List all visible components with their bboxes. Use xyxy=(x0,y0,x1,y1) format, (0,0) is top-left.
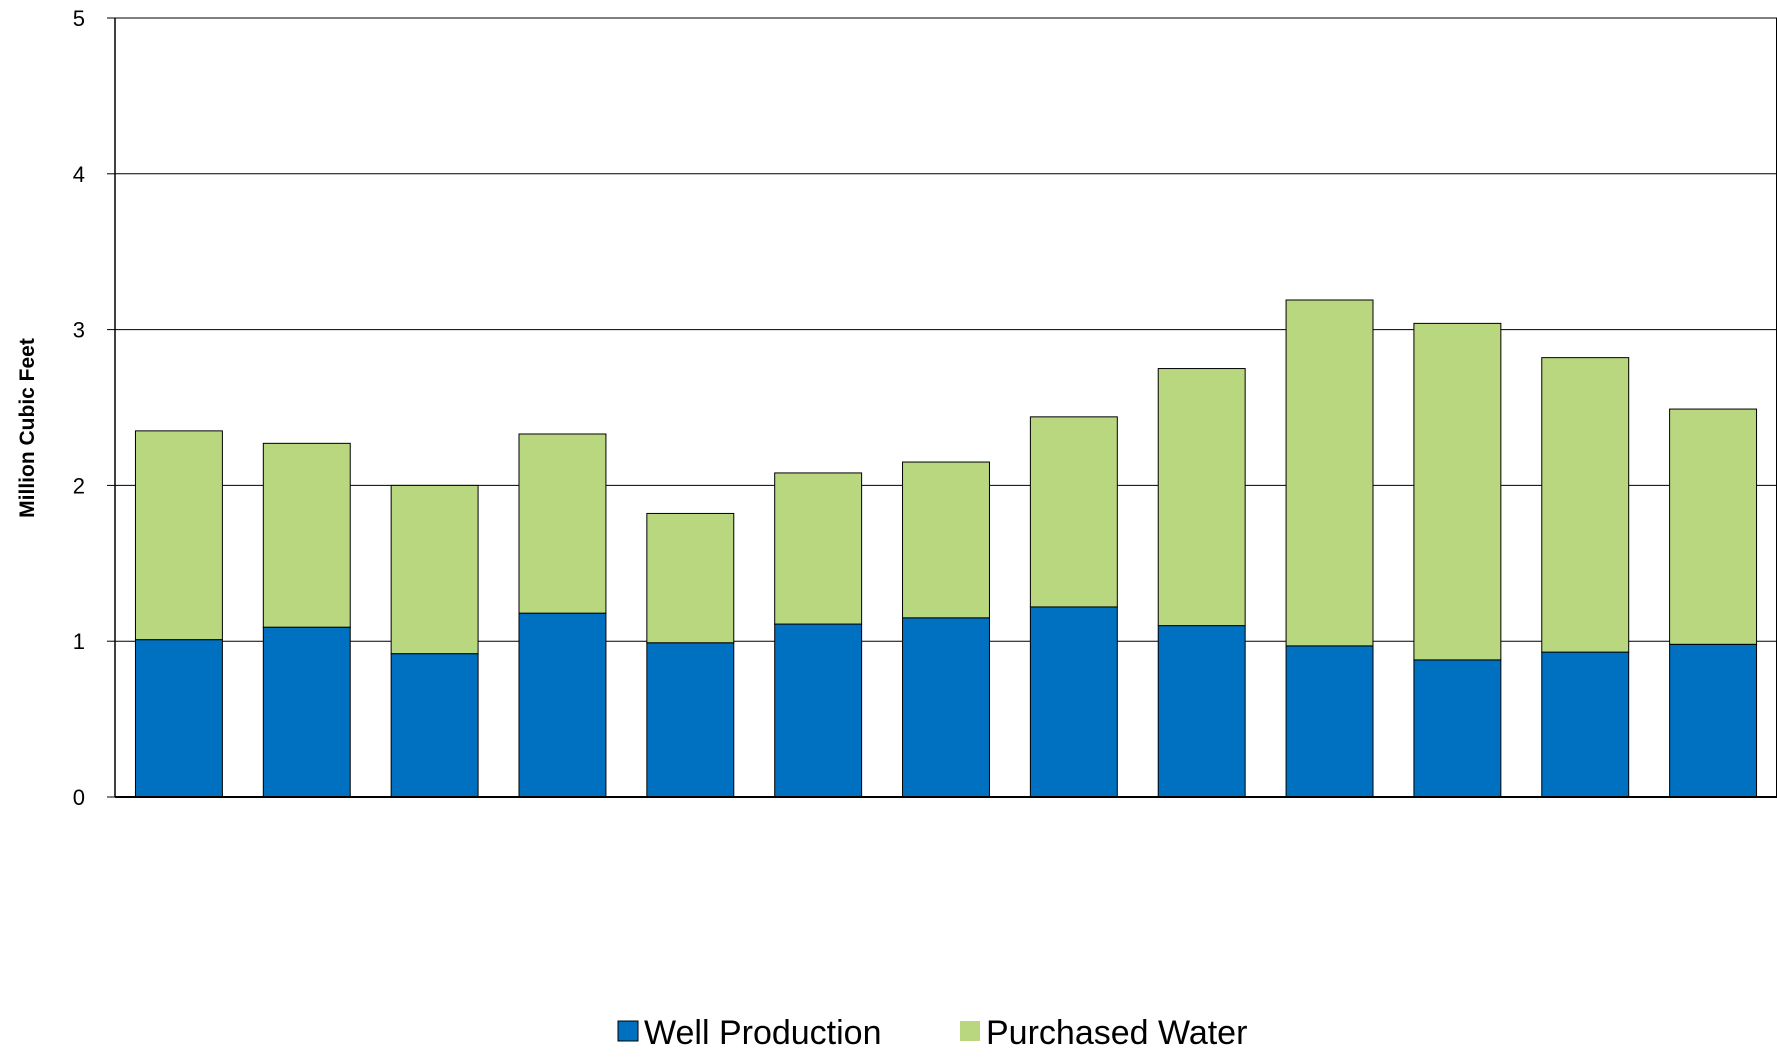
legend: Well Production Purchased Water xyxy=(617,1014,1247,1052)
y-tick-label: 0 xyxy=(73,785,85,810)
bar-segment-well-production xyxy=(774,623,863,798)
legend-label: Purchased Water xyxy=(986,1014,1247,1052)
y-tick-label: 3 xyxy=(73,318,85,343)
bar-segment-purchased-water xyxy=(902,461,990,619)
bar-segment-well-production xyxy=(646,642,735,798)
bar-segment-well-production xyxy=(134,639,223,798)
legend-swatch xyxy=(960,1021,980,1041)
y-tick-labels: 0 1 2 3 4 5 xyxy=(73,6,85,810)
bar-segment-purchased-water xyxy=(1029,416,1118,608)
bar-segment-well-production xyxy=(1541,651,1630,798)
bar-segment-well-production xyxy=(902,617,990,798)
bar-segment-well-production xyxy=(390,653,479,798)
bar-segment-well-production xyxy=(1157,625,1246,798)
bar-segment-purchased-water xyxy=(1413,322,1502,661)
bar-segment-purchased-water xyxy=(1669,408,1758,645)
bar-segment-purchased-water xyxy=(774,472,863,625)
bar-segment-purchased-water xyxy=(390,484,479,655)
bar-segment-purchased-water xyxy=(1157,368,1246,627)
bar-segment-well-production xyxy=(1029,606,1118,798)
bar-segment-purchased-water xyxy=(1285,299,1374,647)
bars xyxy=(134,299,1758,798)
bar-segment-purchased-water xyxy=(646,512,735,644)
bar-segment-well-production xyxy=(262,626,351,798)
bar-segment-purchased-water xyxy=(262,442,351,628)
bar-segment-well-production xyxy=(518,612,607,798)
bar-segment-well-production xyxy=(1669,643,1758,798)
bar-segment-purchased-water xyxy=(134,430,223,641)
y-axis-title: Million Cubic Feet xyxy=(16,338,39,518)
bar-segment-well-production xyxy=(1285,645,1374,798)
legend-label: Well Production xyxy=(644,1014,882,1052)
bar-segment-purchased-water xyxy=(1541,357,1630,653)
y-tick-label: 1 xyxy=(73,629,85,654)
y-tick-label: 5 xyxy=(73,6,85,31)
bar-segment-well-production xyxy=(1413,659,1502,798)
y-tick-label: 2 xyxy=(73,473,85,498)
legend-swatch xyxy=(617,1020,639,1042)
y-tick-label: 4 xyxy=(73,162,85,187)
bar-segment-purchased-water xyxy=(518,433,607,614)
